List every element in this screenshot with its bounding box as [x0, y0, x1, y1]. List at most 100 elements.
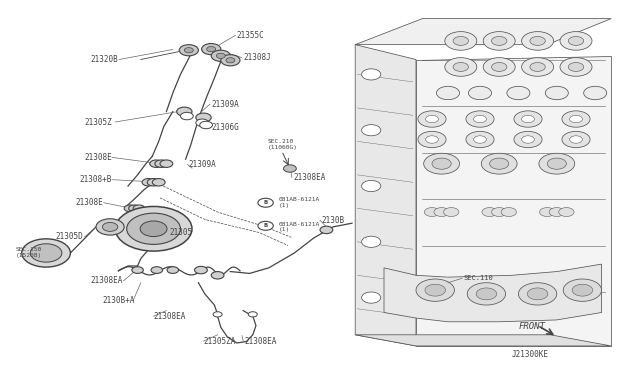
Circle shape	[96, 219, 124, 235]
Circle shape	[167, 267, 179, 273]
Circle shape	[560, 58, 592, 76]
Text: 21355C: 21355C	[237, 31, 264, 40]
Circle shape	[539, 153, 575, 174]
Text: 21305D: 21305D	[56, 232, 83, 241]
Circle shape	[195, 266, 207, 274]
Circle shape	[572, 284, 593, 296]
Circle shape	[563, 279, 602, 301]
Polygon shape	[384, 264, 602, 322]
Circle shape	[483, 32, 515, 50]
Circle shape	[468, 86, 492, 100]
Circle shape	[522, 58, 554, 76]
Circle shape	[530, 36, 545, 45]
Circle shape	[177, 107, 192, 116]
Text: SEC.110: SEC.110	[463, 275, 493, 281]
Circle shape	[483, 58, 515, 76]
Circle shape	[501, 208, 516, 217]
Circle shape	[155, 160, 168, 167]
Circle shape	[211, 50, 230, 61]
Circle shape	[320, 226, 333, 234]
Circle shape	[115, 206, 192, 251]
Circle shape	[545, 86, 568, 100]
Text: 21309A: 21309A	[211, 100, 239, 109]
Circle shape	[522, 136, 534, 143]
Circle shape	[453, 62, 468, 71]
Text: 21309A: 21309A	[189, 160, 216, 169]
Circle shape	[514, 131, 542, 148]
Text: FRONT: FRONT	[518, 322, 545, 331]
Text: 21308E: 21308E	[76, 198, 104, 207]
Circle shape	[432, 158, 451, 169]
Circle shape	[196, 113, 211, 122]
Text: 21305ZA: 21305ZA	[204, 337, 236, 346]
Circle shape	[522, 32, 554, 50]
Circle shape	[568, 36, 584, 45]
Circle shape	[130, 227, 138, 231]
Text: SEC.150
(15208): SEC.150 (15208)	[15, 247, 42, 258]
Circle shape	[140, 217, 147, 221]
Circle shape	[527, 288, 548, 300]
Circle shape	[518, 283, 557, 305]
Circle shape	[466, 111, 494, 127]
Text: 21305Z: 21305Z	[84, 118, 112, 126]
Circle shape	[490, 158, 509, 169]
Circle shape	[207, 46, 216, 52]
Circle shape	[202, 44, 221, 55]
Circle shape	[150, 160, 163, 167]
Text: B: B	[264, 200, 268, 205]
Circle shape	[180, 112, 193, 120]
Circle shape	[200, 121, 212, 129]
Text: 21305: 21305	[170, 228, 193, 237]
Circle shape	[492, 208, 507, 217]
Circle shape	[474, 136, 486, 143]
Circle shape	[467, 283, 506, 305]
Circle shape	[474, 115, 486, 123]
Circle shape	[160, 237, 168, 241]
Circle shape	[522, 115, 534, 123]
Circle shape	[434, 208, 449, 217]
Circle shape	[481, 153, 517, 174]
Circle shape	[152, 179, 165, 186]
Circle shape	[530, 62, 545, 71]
Circle shape	[221, 55, 240, 66]
Circle shape	[482, 208, 497, 217]
Circle shape	[211, 272, 224, 279]
Circle shape	[284, 165, 296, 172]
Circle shape	[453, 36, 468, 45]
Circle shape	[248, 312, 257, 317]
Circle shape	[179, 45, 198, 56]
Circle shape	[540, 208, 555, 217]
Circle shape	[151, 267, 163, 273]
Circle shape	[160, 217, 168, 221]
Circle shape	[568, 62, 584, 71]
Text: 2130B: 2130B	[321, 216, 344, 225]
Circle shape	[547, 158, 566, 169]
Circle shape	[560, 32, 592, 50]
Text: 2130B+A: 2130B+A	[102, 296, 134, 305]
Circle shape	[258, 198, 273, 207]
Text: SEC.210
(11060G): SEC.210 (11060G)	[268, 139, 298, 150]
Circle shape	[216, 53, 225, 58]
Circle shape	[418, 111, 446, 127]
Polygon shape	[355, 335, 611, 346]
Text: J21300KE: J21300KE	[512, 350, 549, 359]
Circle shape	[424, 153, 460, 174]
Circle shape	[362, 236, 381, 247]
Circle shape	[436, 86, 460, 100]
Circle shape	[140, 221, 167, 237]
Circle shape	[492, 62, 507, 71]
Text: 21308+B: 21308+B	[79, 175, 112, 184]
Circle shape	[559, 208, 574, 217]
Circle shape	[196, 119, 209, 126]
Circle shape	[492, 36, 507, 45]
Text: 081AB-6121A
(1): 081AB-6121A (1)	[278, 197, 319, 208]
Circle shape	[22, 239, 70, 267]
Circle shape	[129, 205, 140, 212]
Circle shape	[549, 208, 564, 217]
Text: B: B	[264, 223, 268, 228]
Circle shape	[362, 180, 381, 192]
Polygon shape	[355, 45, 416, 346]
Polygon shape	[355, 19, 611, 45]
Circle shape	[184, 48, 193, 53]
Text: 21306G: 21306G	[211, 123, 239, 132]
